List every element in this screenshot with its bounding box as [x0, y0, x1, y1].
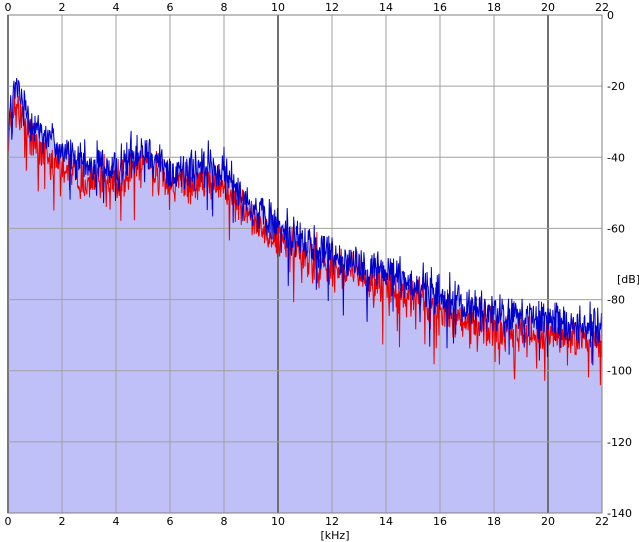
y-tick-label: -140 [607, 507, 632, 520]
series-red-line [7, 90, 603, 386]
plot-border [7, 14, 603, 514]
x-tick-label-top: 16 [433, 1, 447, 14]
series-blue-line [7, 77, 603, 366]
x-tick-label-top: 4 [113, 1, 120, 14]
y-tick-label: -40 [607, 151, 625, 164]
x-tick-label-top: 12 [325, 1, 339, 14]
x-tick-label-top: 14 [379, 1, 393, 14]
y-axis-label: [dB] [617, 273, 639, 286]
y-tick-label: -60 [607, 222, 625, 235]
x-tick-label-top: 22 [595, 1, 609, 14]
x-tick-label-bottom: 0 [5, 515, 12, 528]
x-tick-label-top: 10 [271, 1, 285, 14]
y-tick-label: -100 [607, 365, 632, 378]
x-tick-label-bottom: 4 [113, 515, 120, 528]
x-tick-label-top: 2 [59, 1, 66, 14]
x-tick-label-bottom: 14 [379, 515, 393, 528]
x-tick-label-bottom: 6 [167, 515, 174, 528]
x-tick-label-bottom: 12 [325, 515, 339, 528]
y-tick-label: -80 [607, 294, 625, 307]
x-tick-label-bottom: 16 [433, 515, 447, 528]
y-tick-labels: 0 -20 -40 -60 -80 -100 -120 -140 [607, 9, 632, 520]
spectrum-area-fill [8, 78, 602, 513]
x-axis-label: [kHz] [321, 529, 350, 542]
x-tick-label-bottom: 22 [595, 515, 609, 528]
x-tick-label-bottom: 20 [541, 515, 555, 528]
x-tick-label-bottom: 18 [487, 515, 501, 528]
x-tick-label-top: 6 [167, 1, 174, 14]
x-tick-label-bottom: 2 [59, 515, 66, 528]
x-tick-label-top: 0 [5, 1, 12, 14]
x-tick-label-bottom: 10 [271, 515, 285, 528]
x-tick-labels-top: 0 2 4 6 8 10 12 14 16 18 20 22 [5, 1, 610, 14]
x-tick-label-bottom: 8 [221, 515, 228, 528]
y-tick-label: -120 [607, 436, 632, 449]
y-tick-label: 0 [607, 9, 614, 22]
x-tick-label-top: 18 [487, 1, 501, 14]
x-tick-label-top: 8 [221, 1, 228, 14]
x-tick-labels-bottom: 0 2 4 6 8 10 12 14 16 18 20 22 [5, 515, 610, 528]
y-tick-label: -20 [607, 80, 625, 93]
x-tick-label-top: 20 [541, 1, 555, 14]
